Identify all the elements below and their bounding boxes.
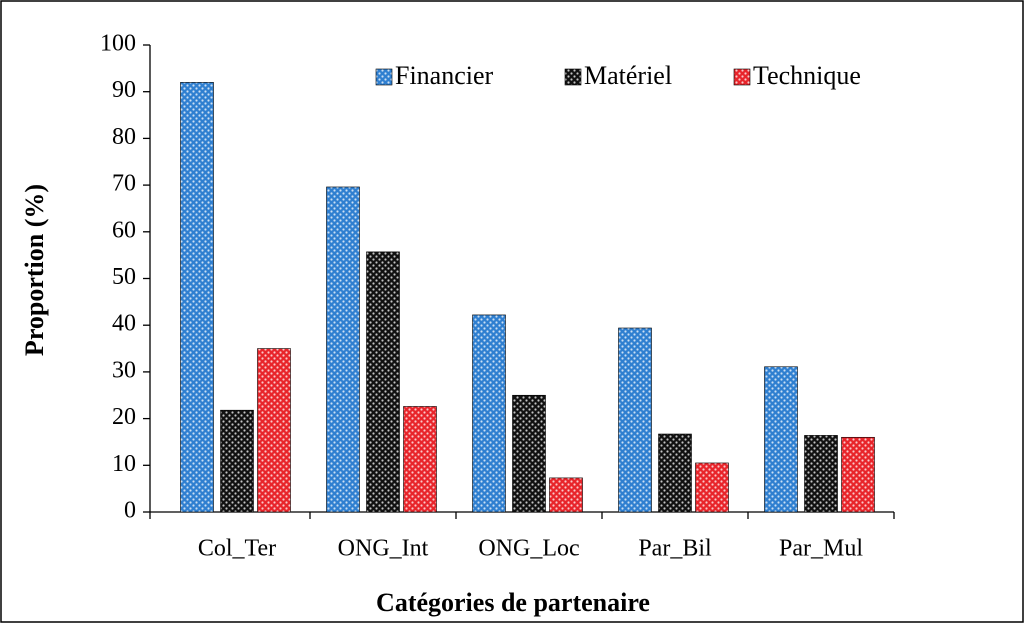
bar (257, 348, 291, 513)
y-tick-label: 60 (112, 217, 136, 243)
y-axis-label: Proportion (%) (20, 184, 49, 356)
y-tick-label: 70 (112, 171, 136, 197)
y-tick-label: 0 (124, 498, 136, 524)
bar (472, 314, 506, 513)
legend-swatch (564, 68, 582, 86)
x-tick-label: Par_Mul (779, 536, 863, 562)
bar (220, 409, 254, 513)
bar (366, 251, 400, 513)
bar (326, 186, 360, 513)
y-tick-label: 50 (112, 264, 136, 290)
y-tick-label: 90 (112, 77, 136, 103)
bar (658, 433, 692, 513)
y-tick-label: 80 (112, 124, 136, 150)
bar (618, 327, 652, 513)
y-tick-label: 20 (112, 404, 136, 430)
bar (804, 435, 838, 513)
bar (180, 82, 214, 513)
bar (403, 406, 437, 513)
x-tick-label: ONG_Loc (478, 536, 579, 562)
bar (549, 477, 583, 513)
legend-swatch (733, 68, 751, 86)
legend-swatch (375, 68, 393, 86)
x-tick-label: ONG_Int (338, 536, 429, 562)
legend-label: Matériel (584, 61, 672, 90)
x-tick-label: Col_Ter (198, 536, 276, 562)
x-tick-label: Par_Bil (638, 536, 712, 562)
bar (695, 462, 729, 513)
y-tick-label: 30 (112, 357, 136, 383)
legend-label: Technique (753, 61, 861, 90)
bar (841, 436, 875, 513)
bar (764, 366, 798, 513)
y-tick-label: 40 (112, 311, 136, 337)
y-tick-label: 10 (112, 451, 136, 477)
y-tick-label: 100 (100, 31, 136, 57)
bar (512, 394, 546, 513)
legend-label: Financier (395, 61, 494, 90)
x-axis-label: Catégories de partenaire (376, 588, 650, 617)
